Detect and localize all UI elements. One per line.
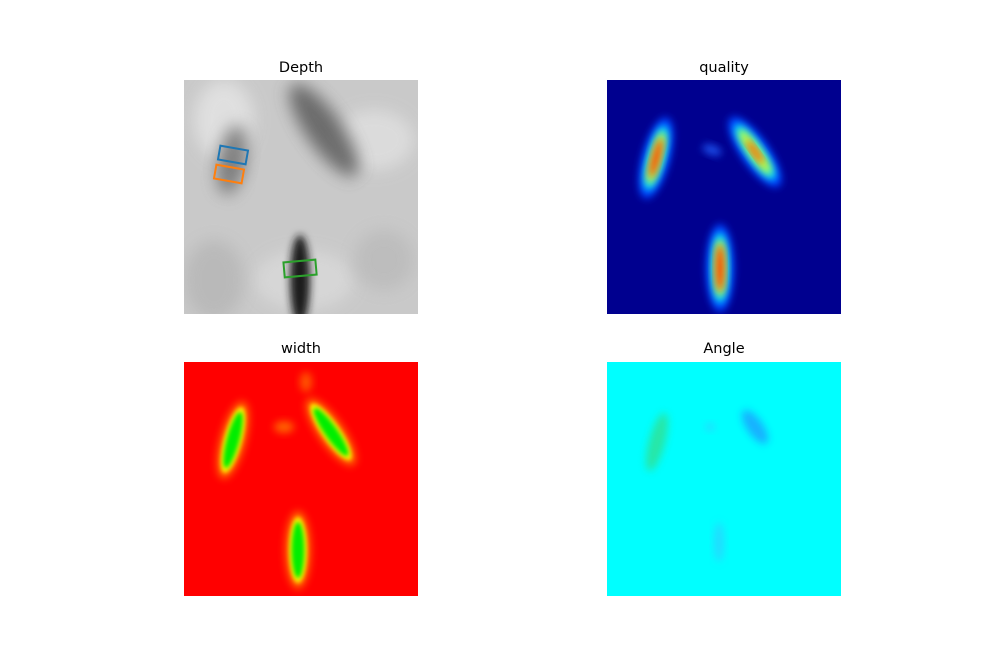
image-blob — [291, 521, 305, 579]
panel-title: width — [281, 341, 321, 357]
panel-title: quality — [699, 60, 749, 76]
image-blob — [216, 125, 248, 195]
image-blob — [290, 235, 310, 314]
image-blob — [184, 240, 244, 314]
image-blob — [705, 423, 715, 431]
panel-title: Depth — [279, 60, 323, 76]
grasp-box — [282, 258, 318, 279]
image-blob — [714, 522, 724, 562]
grasp-box — [216, 144, 250, 166]
image-panel — [607, 80, 841, 314]
image-panel — [184, 80, 418, 314]
image-blob — [313, 408, 349, 456]
image-panel — [607, 362, 841, 596]
image-blob — [741, 409, 769, 445]
image-blob — [646, 412, 668, 472]
image-blob — [223, 412, 243, 468]
image-blob — [289, 83, 359, 177]
image-blob — [649, 138, 663, 178]
image-panel — [184, 362, 418, 596]
image-blob — [354, 230, 414, 290]
image-blob — [716, 244, 724, 292]
image-background — [607, 362, 841, 596]
image-blob — [746, 140, 764, 164]
image-blob — [300, 372, 312, 392]
image-blob — [274, 421, 294, 433]
grasp-box — [212, 163, 246, 185]
image-blob — [702, 144, 722, 156]
panel-title: Angle — [703, 341, 744, 357]
